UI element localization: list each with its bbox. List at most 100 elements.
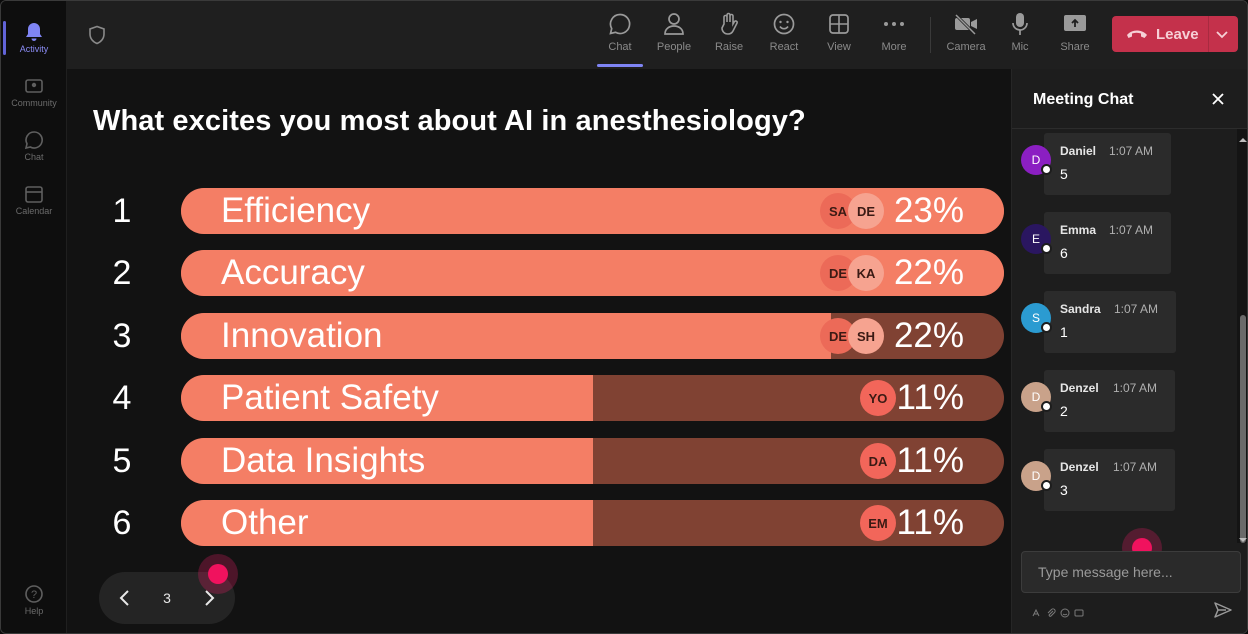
poll-option-label: Accuracy [221,253,365,292]
camera-button[interactable]: Camera [939,9,993,63]
send-icon[interactable] [1213,600,1233,620]
close-icon[interactable] [1210,91,1226,107]
gif-icon[interactable] [1074,605,1084,617]
more-dots-icon [881,11,907,37]
message-text: 2 [1060,403,1068,419]
poll-option-rank: 4 [112,379,132,417]
rail-label: Activity [19,44,49,54]
react-button[interactable]: React [757,9,811,63]
poll-option-bar: Other EM 11% [181,500,1004,546]
voter-avatar: KA [848,255,884,291]
chevron-down-icon[interactable] [1214,27,1230,41]
poll-option-row: 4 Patient Safety YO 11% [67,375,1011,421]
message-sender: Sandra [1060,302,1101,316]
message-sender: Emma [1060,223,1097,237]
toolbar-divider [930,17,931,53]
poll-option-fill [181,438,593,484]
message-bubble: Sandra 1:07 AM 1 [1044,291,1176,353]
chat-message: Denzel 1:07 AM 2 D [1012,370,1232,434]
raise-button[interactable]: Raise [702,9,756,63]
page-number: 3 [163,590,171,606]
emoji-icon[interactable] [1060,605,1070,618]
leave-button[interactable]: Leave [1112,16,1238,52]
more-button[interactable]: More [867,9,921,63]
voter-avatar: DE [820,318,856,354]
meeting-toolbar: Chat People Raise React View [67,1,1247,69]
poll-option-row: 2 Accuracy DE KA 22% [67,250,1011,296]
scrollbar-thumb[interactable] [1240,315,1246,543]
smiley-icon [771,11,797,37]
chat-button[interactable]: Chat [593,9,647,67]
poll-option-label: Other [221,503,309,542]
avatar: E [1021,224,1052,254]
message-input-box[interactable] [1021,551,1241,593]
message-text: 5 [1060,166,1068,182]
poll-option-bar: Data Insights DA 11% [181,438,1004,484]
poll-option-rank: 6 [112,504,132,542]
view-button[interactable]: View [812,9,866,63]
rail-item-community[interactable]: Community [1,65,67,119]
chat-panel-title: Meeting Chat [1033,91,1134,108]
scroll-down-icon[interactable] [1239,531,1247,542]
calendar-icon [24,184,44,204]
rail-item-activity[interactable]: Activity [1,11,67,65]
avatar: D [1021,145,1052,175]
voter-avatar: DE [848,193,884,229]
rail-item-chat[interactable]: Chat [1,119,67,173]
chat-message: Emma 1:07 AM 6 E [1012,212,1232,276]
mic-button-label: Mic [1011,41,1029,53]
rail-item-help[interactable]: ? Help [1,573,67,627]
poll-option-bar: Accuracy DE KA 22% [181,250,1004,296]
poll-option-row: 6 Other EM 11% [67,500,1011,546]
svg-text:?: ? [31,589,37,601]
chat-scrollbar[interactable] [1237,129,1247,543]
poll-option-bar: Efficiency SA DE 23% [181,188,1004,234]
people-button-label: People [656,41,692,53]
community-icon [24,76,44,96]
poll-option-percent: 11% [896,378,964,417]
poll-option-percent: 11% [896,503,964,542]
rail-item-calendar[interactable]: Calendar [1,173,67,227]
rail-label: Calendar [15,206,53,216]
shield-icon[interactable] [87,25,107,45]
chat-icon [607,11,633,37]
message-time: 1:07 AM [1114,302,1159,316]
people-button[interactable]: People [647,9,701,63]
message-input[interactable] [1022,552,1240,592]
mic-button[interactable]: Mic [993,9,1047,63]
share-button[interactable]: Share [1048,9,1102,63]
avatar: D [1021,461,1052,491]
share-screen-icon [1062,11,1088,37]
chat-divider [1012,128,1247,129]
message-time: 1:07 AM [1109,223,1154,237]
attach-icon[interactable] [1046,605,1056,617]
avatar: S [1021,303,1052,333]
avatar-initial: S [1031,311,1040,325]
avatar-initial: E [1031,232,1040,246]
poll-option-percent: 22% [893,316,964,355]
leave-label: Leave [1156,25,1199,43]
poll-option-rank: 1 [112,192,132,230]
message-text: 3 [1060,482,1068,498]
message-sender: Daniel [1060,144,1097,158]
poll-option-percent: 11% [896,441,964,480]
message-bubble: Denzel 1:07 AM 2 [1044,370,1175,432]
poll-option-fill [181,313,832,359]
message-bubble: Denzel 1:07 AM 3 [1044,449,1175,511]
presence-status-icon [1041,322,1052,333]
format-icon[interactable] [1032,605,1042,617]
poll-option-rank: 5 [112,442,132,480]
poll-option-label: Innovation [221,316,383,355]
camera-off-icon [953,11,979,37]
chevron-left-icon[interactable] [115,588,135,608]
poll-option-rank: 2 [112,254,132,292]
poll-option-row: 3 Innovation DE SH 22% [67,313,1011,359]
message-sender: Denzel [1060,460,1099,474]
presence-status-icon [1041,243,1052,254]
message-text: 1 [1060,324,1068,340]
chevron-right-icon[interactable] [199,588,219,608]
poll-option-bar: Patient Safety YO 11% [181,375,1004,421]
scroll-up-icon[interactable] [1239,131,1247,142]
presence-status-icon [1041,401,1052,412]
